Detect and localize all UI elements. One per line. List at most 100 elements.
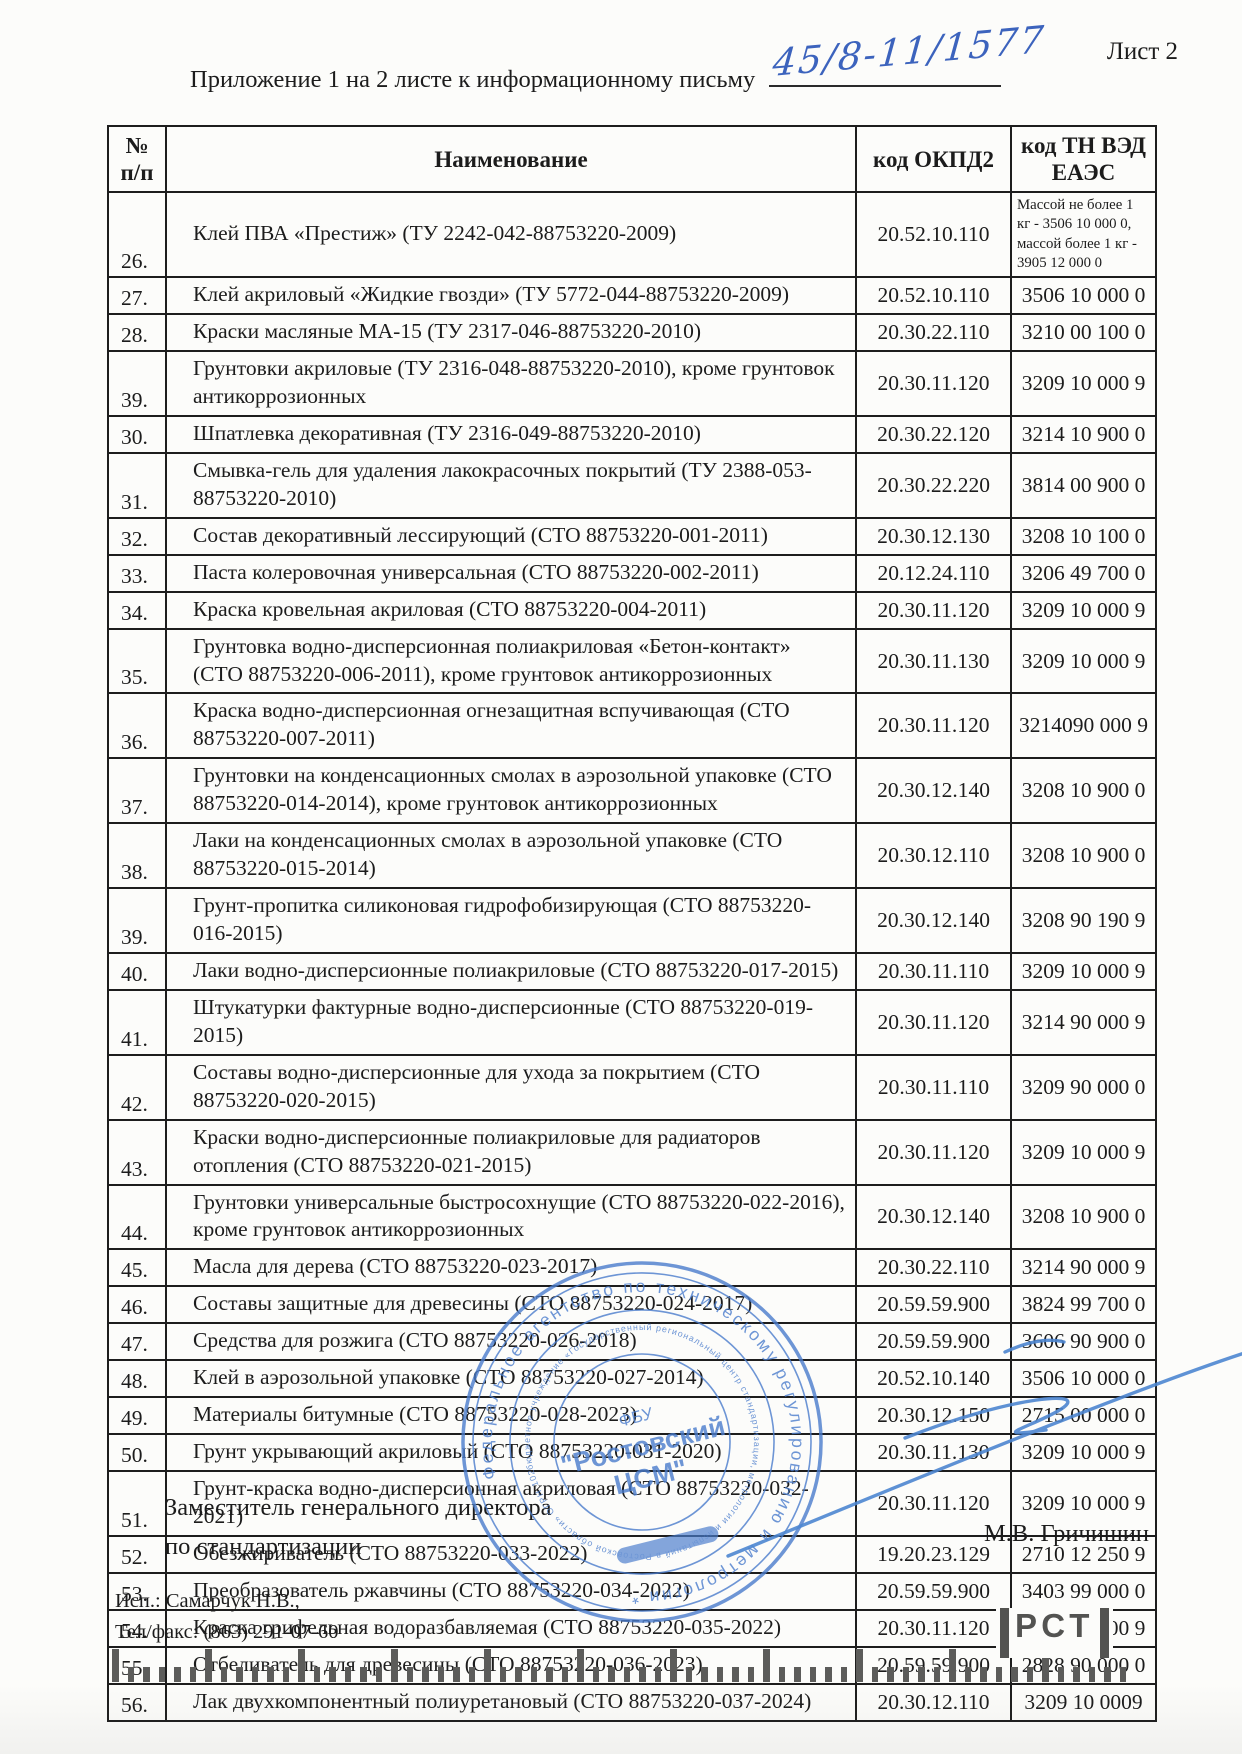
- ruler-tick: [732, 1667, 739, 1682]
- ruler-tick: [871, 1667, 878, 1682]
- tnved-code: 3206 49 700 0: [1010, 553, 1157, 593]
- okpd2-code: 20.52.10.140: [855, 1359, 1012, 1399]
- ruler-tick: [623, 1667, 630, 1682]
- ruler-tick: [1011, 1667, 1018, 1682]
- ruler-tick: [592, 1667, 599, 1682]
- ruler-tick: [964, 1667, 971, 1682]
- signer-position-line1: Заместитель генерального директора: [165, 1494, 552, 1521]
- okpd2-code: 20.30.12.130: [855, 516, 1012, 556]
- product-name: Лаки на конденсационных смолах в аэрозол…: [165, 822, 857, 890]
- table-row: 56. Лак двухкомпонентный полиуретановый (…: [107, 1682, 1157, 1722]
- okpd2-code: 20.30.11.110: [855, 1053, 1012, 1121]
- row-number: 40.: [107, 951, 167, 991]
- ruler-tick: [406, 1667, 413, 1682]
- table-row: 28. Краски масляные МА-15 (ТУ 2317-046-88…: [107, 313, 1157, 353]
- ruler-tick: [608, 1667, 615, 1682]
- ruler-tick: [747, 1667, 754, 1682]
- table-row: 39. Грунт-пропитка силиконовая гидрофобиз…: [107, 887, 1157, 954]
- ruler-tick: [1088, 1667, 1095, 1682]
- tnved-code: 3214090 000 9: [1010, 692, 1157, 760]
- ruler-tick: [158, 1667, 165, 1682]
- ruler-tick: [344, 1667, 351, 1682]
- ruler-tick: [499, 1667, 506, 1682]
- row-number: 38.: [107, 822, 167, 890]
- tnved-code: 3209 10 000 9: [1010, 350, 1157, 417]
- column-header-num-line1: №: [125, 133, 149, 158]
- ruler-tick: [902, 1667, 909, 1682]
- row-number: 31.: [107, 451, 167, 519]
- rst-logo-text: РСТ: [1015, 1607, 1095, 1644]
- table-row: 31. Смывка-гель для удаления лакокрасочны…: [107, 451, 1157, 519]
- tnved-code: 2715 00 000 0: [1010, 1396, 1157, 1436]
- table-row: 36. Краска водно-дисперсионная огнезащитн…: [107, 692, 1157, 760]
- tnved-code: 3506 10 000 0: [1010, 1359, 1157, 1399]
- row-number: 51.: [107, 1470, 167, 1537]
- rst-logo: РСТ: [996, 1607, 1114, 1658]
- column-header-tnved: код ТН ВЭД ЕАЭС: [1010, 124, 1157, 194]
- okpd2-code: 20.30.11.120: [855, 692, 1012, 760]
- ruler-tick: [236, 1667, 243, 1682]
- product-name: Грунтовки на конденсационных смолах в аэ…: [165, 757, 857, 825]
- product-name: Клей акриловый «Жидкие гвозди» (ТУ 5772-…: [165, 276, 857, 316]
- ruler-tick: [468, 1667, 475, 1682]
- ruler-tick: [453, 1667, 460, 1682]
- product-name: Штукатурки фактурные водно-дисперсионные…: [165, 988, 857, 1056]
- okpd2-code: 20.30.11.120: [855, 1118, 1012, 1186]
- row-number: 30.: [107, 414, 167, 454]
- table-row: 42. Составы водно-дисперсионные для ухода…: [107, 1053, 1157, 1121]
- tnved-code: 3824 99 700 0: [1010, 1285, 1157, 1325]
- ruler-tick: [1119, 1667, 1126, 1682]
- ruler-tick: [313, 1667, 320, 1682]
- ruler-tick: [949, 1649, 956, 1682]
- tnved-code: 3208 10 900 0: [1010, 1183, 1157, 1251]
- tnved-code: 3208 10 900 0: [1010, 757, 1157, 825]
- tnved-code: 3209 90 000 0: [1010, 1053, 1157, 1121]
- okpd2-code: 20.30.22.110: [855, 1248, 1012, 1288]
- okpd2-code: 20.30.11.110: [855, 951, 1012, 991]
- okpd2-code: 20.30.11.120: [855, 350, 1012, 417]
- product-name: Краски водно-дисперсионные полиакриловые…: [165, 1118, 857, 1186]
- product-name: Грунтовка водно-дисперсионная полиакрило…: [165, 627, 857, 695]
- table-header-row: № п/п Наименование код ОКПД2 код ТН ВЭД …: [107, 124, 1157, 194]
- barcode-ruler: [112, 1646, 1168, 1682]
- table-row: 30. Шпатлевка декоративная (ТУ 2316-049-8…: [107, 414, 1157, 454]
- product-name: Средства для розжига (СТО 88753220-026-2…: [165, 1322, 857, 1362]
- table-row: 45. Масла для дерева (СТО 88753220-023-20…: [107, 1248, 1157, 1288]
- tnved-code: Массой не более 1 кг - 3506 10 000 0, ма…: [1010, 191, 1157, 279]
- column-header-name: Наименование: [165, 124, 857, 194]
- table-row: 38. Лаки на конденсационных смолах в аэро…: [107, 822, 1157, 890]
- product-name: Грунтовки акриловые (ТУ 2316-048-8875322…: [165, 350, 857, 417]
- ruler-tick: [189, 1667, 196, 1682]
- row-number: 32.: [107, 516, 167, 556]
- ruler-tick: [360, 1667, 367, 1682]
- ruler-tick: [112, 1649, 119, 1682]
- ruler-tick: [933, 1667, 940, 1682]
- product-name: Грунт укрывающий акриловый (СТО 88753220…: [165, 1433, 857, 1472]
- table-row: 27. Клей акриловый «Жидкие гвозди» (ТУ 57…: [107, 276, 1157, 316]
- table-row: 46. Составы защитные для древесины (СТО 8…: [107, 1285, 1157, 1325]
- ruler-tick: [778, 1667, 785, 1682]
- ruler-tick: [375, 1667, 382, 1682]
- table-row: 40. Лаки водно-дисперсионные полиакриловы…: [107, 951, 1157, 991]
- ruler-tick: [220, 1667, 227, 1682]
- executor-phone: Тел/факс: (863) 291-07-60: [115, 1620, 339, 1643]
- ruler-tick: [840, 1667, 847, 1682]
- row-number: 44.: [107, 1183, 167, 1251]
- column-header-okpd2: код ОКПД2: [855, 124, 1012, 194]
- tnved-code: 3209 10 000 9: [1010, 627, 1157, 695]
- product-name: Шпатлевка декоративная (ТУ 2316-049-8875…: [165, 414, 857, 454]
- product-name: Клей ПВА «Престиж» (ТУ 2242-042-88753220…: [165, 191, 857, 279]
- tnved-code: 3208 90 190 9: [1010, 887, 1157, 954]
- product-name: Грунт-пропитка силиконовая гидрофобизиру…: [165, 887, 857, 954]
- tnved-code: 3208 10 100 0: [1010, 516, 1157, 556]
- okpd2-code: 20.30.12.140: [855, 757, 1012, 825]
- rst-logo-left-bar: [1000, 1608, 1009, 1658]
- signer-position-line2: по стандартизации: [165, 1533, 362, 1561]
- tnved-code: 3209 10 000 9: [1010, 1118, 1157, 1186]
- row-number: 39.: [107, 350, 167, 417]
- row-number: 33.: [107, 553, 167, 593]
- tnved-code: 3209 10 000 9: [1010, 590, 1157, 630]
- row-number: 26.: [107, 191, 167, 279]
- okpd2-code: 20.52.10.110: [855, 191, 1012, 279]
